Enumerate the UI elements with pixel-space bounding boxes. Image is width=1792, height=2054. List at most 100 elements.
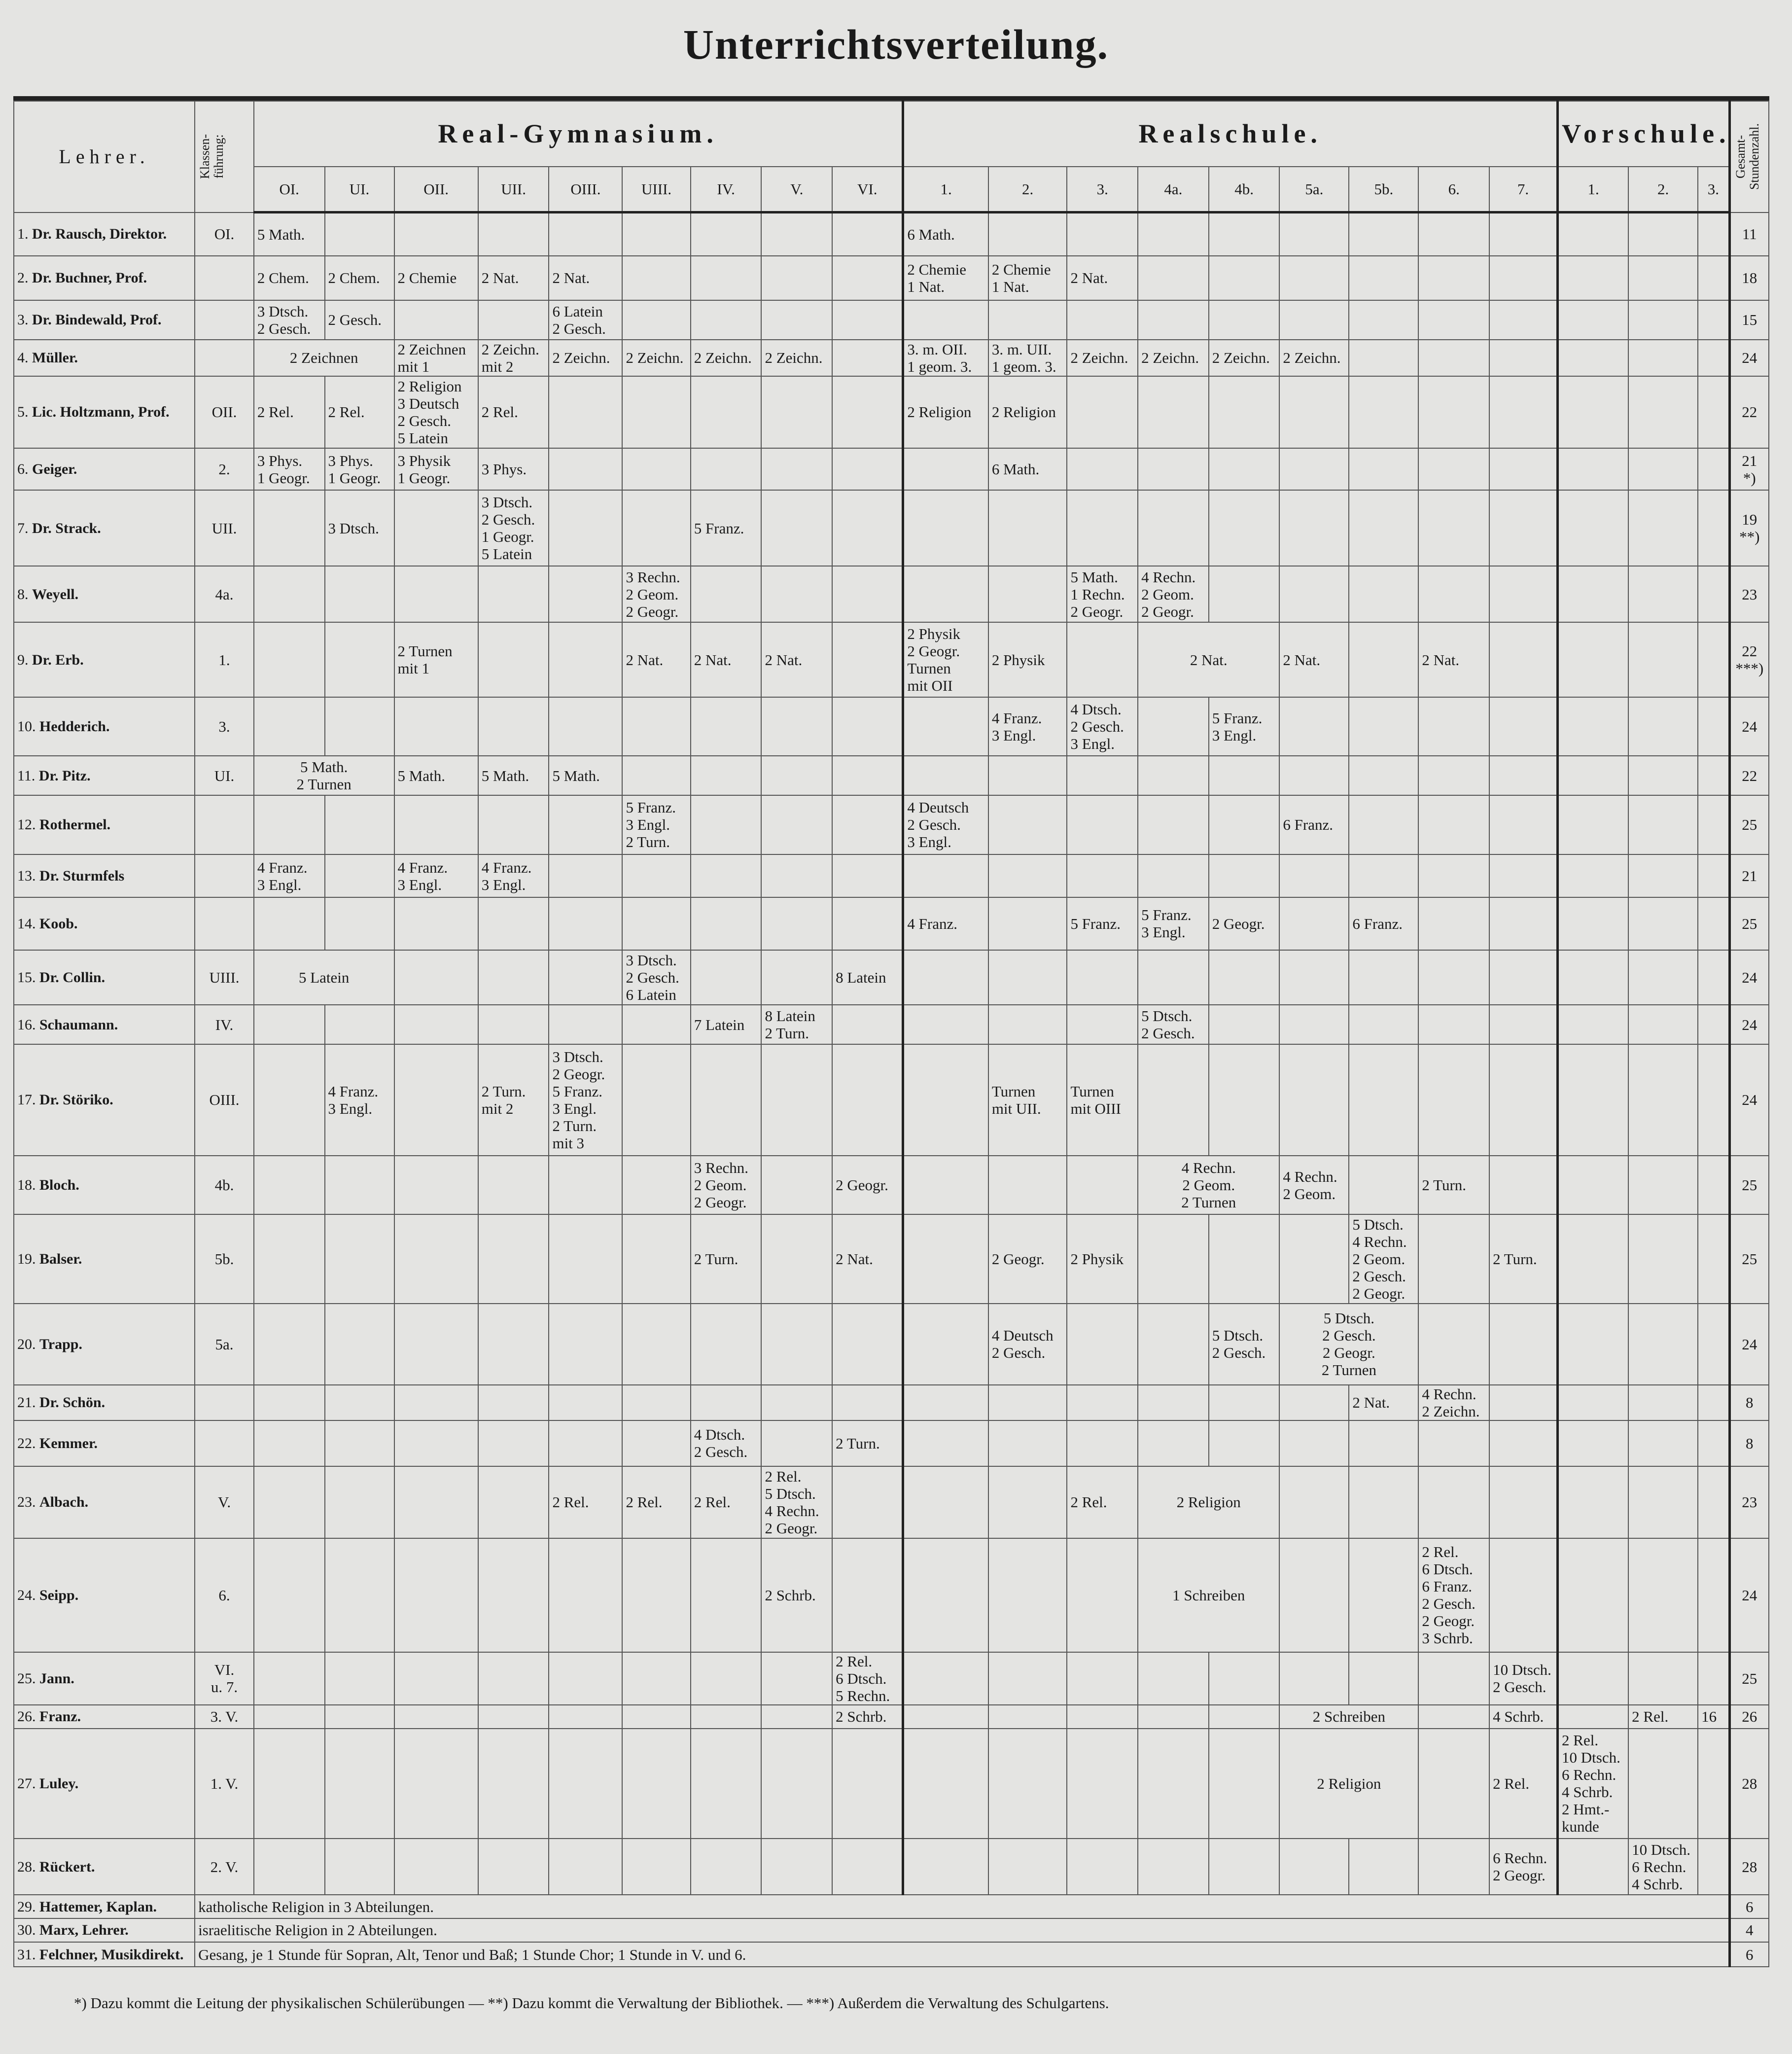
empty-cell [253, 1214, 325, 1304]
empty-cell [1628, 696, 1699, 757]
header-class-column: 3. [1066, 166, 1139, 214]
teacher-name-text: Rothermel. [39, 816, 111, 833]
klassenfuehrung-cell: 5b. [194, 1214, 254, 1304]
teaching-distribution-table: Lehrer. Klassen- führung: Real-Gymnasium. R… [13, 96, 1769, 1968]
empty-cell [832, 1384, 904, 1421]
empty-cell [1628, 853, 1699, 898]
header-class-column: 7. [1489, 166, 1558, 214]
empty-cell [1418, 255, 1490, 301]
header-class-column: 4b. [1208, 166, 1280, 214]
subject-assignment: Turnen mit UII. [987, 1043, 1068, 1156]
total-hours: 28 [1728, 1838, 1769, 1896]
empty-cell [1348, 448, 1419, 491]
empty-cell [1628, 755, 1699, 796]
empty-cell [1348, 375, 1419, 449]
empty-cell [1137, 1043, 1209, 1156]
teacher-name: 23. Albach. [13, 1465, 196, 1539]
empty-cell [477, 795, 550, 855]
empty-cell [1556, 490, 1629, 567]
empty-cell [902, 1419, 989, 1467]
empty-cell [477, 622, 550, 698]
empty-cell [987, 1155, 1068, 1215]
empty-cell [1137, 212, 1209, 256]
empty-cell [1697, 755, 1730, 796]
subject-assignment: 2 Turn. [832, 1419, 904, 1467]
teacher-name-text: Dr. Bindewald, Prof. [32, 312, 162, 328]
total-hours: 28 [1728, 1728, 1769, 1839]
empty-cell [1489, 299, 1558, 340]
empty-cell [987, 490, 1068, 567]
subject-assignment: 5 Math. 2 Turnen [253, 755, 395, 796]
subject-assignment: 2 Nat. [1418, 622, 1490, 698]
empty-cell [1556, 1303, 1629, 1385]
subject-assignment: 2 Religion [987, 375, 1068, 449]
subject-assignment: 3 Dtsch. 2 Geogr. 5 Franz. 3 Engl. 2 Tur… [548, 1043, 623, 1156]
empty-cell [832, 1838, 904, 1896]
subject-assignment: 5 Dtsch. 2 Gesch. 2 Geogr. 2 Turnen [1279, 1303, 1419, 1385]
empty-cell [987, 755, 1068, 796]
empty-cell [1628, 1537, 1699, 1653]
teacher-name-text: Dr. Collin. [39, 969, 105, 986]
empty-cell [1137, 795, 1209, 855]
subject-assignment: 2 Chemie [393, 255, 479, 301]
empty-cell [1489, 1303, 1558, 1385]
empty-cell [761, 212, 833, 256]
empty-cell [1066, 212, 1139, 256]
empty-cell [1066, 1303, 1139, 1385]
teacher-name-text: Dr. Sturmfels [39, 868, 125, 884]
empty-cell [1697, 448, 1730, 491]
total-hours: 24 [1728, 1303, 1769, 1385]
empty-cell [1348, 853, 1419, 898]
empty-cell [832, 1537, 904, 1653]
empty-cell [761, 566, 833, 623]
klassenfuehrung-cell: 2. V. [194, 1838, 254, 1896]
empty-cell [690, 1303, 762, 1385]
empty-cell [1628, 795, 1699, 855]
empty-cell [902, 755, 989, 796]
empty-cell [1066, 1419, 1139, 1467]
empty-cell [622, 1728, 691, 1839]
empty-cell [690, 448, 762, 491]
subject-assignment: 5 Dtsch. 2 Gesch. [1137, 1004, 1209, 1045]
empty-cell [1418, 212, 1490, 256]
header-class-column: 6. [1418, 166, 1490, 214]
subject-assignment: 4 Franz. 3 Engl. [324, 1043, 395, 1156]
empty-cell [1418, 853, 1490, 898]
subject-assignment: 2 Rel. [548, 1465, 623, 1539]
subject-assignment: 2 Gesch. [324, 299, 395, 340]
empty-cell [761, 696, 833, 757]
empty-cell [1066, 1651, 1139, 1705]
empty-cell [393, 566, 479, 623]
subject-assignment: 2 Religion 3 Deutsch 2 Gesch. 5 Latein [393, 375, 479, 449]
subject-assignment: 3 Dtsch. 2 Gesch. 1 Geogr. 5 Latein [477, 490, 550, 567]
empty-cell [393, 795, 479, 855]
empty-cell [1137, 1651, 1209, 1705]
empty-cell [1418, 1704, 1490, 1729]
teacher-name: 30. Marx, Lehrer. [13, 1918, 196, 1943]
empty-cell [690, 299, 762, 340]
empty-cell [1279, 1214, 1350, 1304]
row-number: 12. [17, 816, 36, 833]
total-hours: 18 [1728, 255, 1769, 301]
empty-cell [548, 949, 623, 1006]
klassenfuehrung-cell: 5a. [194, 1303, 254, 1385]
subject-assignment: 2 Zeichn. [548, 339, 623, 377]
empty-cell [761, 853, 833, 898]
empty-cell [761, 1043, 833, 1156]
empty-cell [622, 755, 691, 796]
teacher-name-text: Geiger. [32, 461, 77, 478]
teacher-name: 27. Luley. [13, 1728, 196, 1839]
empty-cell [1137, 949, 1209, 1006]
empty-cell [902, 1537, 989, 1653]
empty-cell [902, 1384, 989, 1421]
empty-cell [1697, 897, 1730, 951]
empty-cell [1208, 490, 1280, 567]
row-number: 9. [17, 651, 29, 668]
teacher-name: 5. Lic. Holtzmann, Prof. [13, 375, 196, 449]
teacher-name-text: Jann. [39, 1670, 74, 1687]
empty-cell [477, 1728, 550, 1839]
row-number: 26. [17, 1708, 36, 1725]
empty-cell [987, 853, 1068, 898]
empty-cell [622, 1838, 691, 1896]
empty-cell [761, 448, 833, 491]
